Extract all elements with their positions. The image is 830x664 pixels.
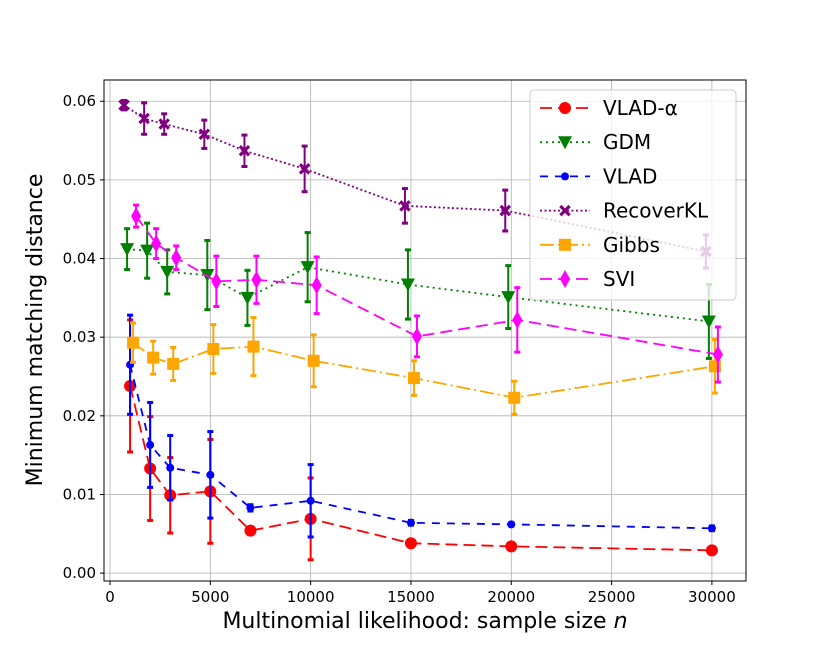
y-axis-label: Minimum matching distance: [23, 174, 48, 487]
data-point: [306, 496, 315, 505]
legend-label: Gibbs: [603, 233, 660, 257]
legend-swatch-marker: [559, 102, 571, 114]
series-svi: [131, 203, 723, 384]
legend-entry: SVI: [540, 267, 635, 291]
legend-swatch-marker: [559, 204, 571, 217]
data-point: [508, 391, 521, 404]
data-point: [247, 340, 260, 353]
data-point: [507, 520, 516, 529]
y-tick-label: 0.04: [63, 250, 96, 268]
x-tick-label: 25000: [588, 588, 636, 606]
x-tick-label: 15000: [387, 588, 435, 606]
legend-label: GDM: [603, 130, 651, 154]
y-tick-label: 0.05: [63, 171, 96, 189]
data-point: [198, 128, 211, 141]
data-point: [151, 234, 162, 253]
data-point: [206, 470, 215, 479]
data-point: [131, 207, 142, 226]
data-point: [244, 524, 257, 537]
data-point: [240, 291, 255, 305]
data-point: [300, 261, 315, 275]
x-tick-label: 30000: [688, 588, 736, 606]
legend-label: VLAD-α: [603, 96, 678, 120]
data-point: [158, 118, 170, 130]
y-tick-label: 0.02: [63, 407, 96, 425]
data-point: [146, 440, 155, 449]
legend: VLAD-α GDM VLAD RecoverKL Gibbs SVI: [529, 89, 737, 301]
data-point: [701, 315, 716, 329]
data-point: [207, 342, 220, 355]
data-point: [505, 540, 518, 553]
data-point: [238, 145, 251, 157]
data-point: [407, 372, 420, 385]
data-point: [171, 248, 182, 267]
data-point: [512, 310, 523, 329]
y-tick-label: 0.06: [63, 92, 96, 110]
legend-entry: Gibbs: [540, 233, 660, 257]
legend-entry: GDM: [540, 130, 651, 154]
data-point: [307, 354, 320, 367]
legend-entry: VLAD-α: [540, 96, 678, 120]
data-point: [167, 357, 180, 370]
series-gibbs: [127, 316, 721, 416]
data-point: [411, 327, 422, 346]
series-line: [129, 385, 712, 552]
y-tick-label: 0.01: [63, 485, 96, 503]
data-point: [400, 278, 415, 292]
data-point: [118, 99, 130, 111]
data-point: [298, 163, 311, 175]
axes: 0 5000 10000 15000 20000 25000 30000 0.00 0.01 0.…: [63, 92, 736, 606]
legend-swatch-marker: [559, 238, 571, 251]
x-axis-label-text: Multinomial likelihood: sample size: [222, 609, 613, 634]
x-tick-label: 5000: [191, 588, 229, 606]
data-point: [127, 336, 140, 349]
series-line: [123, 104, 707, 253]
legend-entry: VLAD: [540, 164, 657, 188]
series-line: [129, 364, 712, 530]
data-point: [138, 112, 150, 125]
x-axis-label: Multinomial likelihood: sample size n: [222, 609, 627, 634]
data-point: [311, 276, 322, 295]
legend-swatch-marker: [558, 136, 572, 150]
data-point: [404, 537, 417, 550]
data-point: [499, 204, 512, 217]
legend-label: SVI: [603, 267, 635, 291]
data-point: [705, 544, 718, 557]
data-point: [712, 345, 723, 364]
plot-area-frame: [103, 79, 747, 582]
data-point: [147, 351, 160, 364]
legend-swatch-marker: [560, 270, 570, 288]
data-point: [406, 518, 415, 527]
data-point: [120, 243, 135, 257]
x-tick-label: 10000: [287, 588, 335, 606]
series-vlad: [126, 313, 716, 539]
x-tick-label: 0: [105, 588, 115, 606]
data-point: [251, 270, 262, 289]
legend-box: [529, 89, 737, 301]
y-tick-label: 0.03: [63, 328, 96, 346]
legend-entry: RecoverKL: [540, 199, 709, 223]
data-point: [246, 503, 255, 512]
series-line: [127, 248, 709, 323]
legend-swatch-marker: [561, 172, 569, 181]
legend-label: VLAD: [603, 164, 657, 188]
data-point: [160, 265, 175, 279]
data-point: [501, 291, 516, 305]
series-layer: [118, 98, 723, 562]
data-point: [140, 244, 155, 258]
legend-label: RecoverKL: [603, 199, 709, 223]
data-point: [708, 360, 721, 373]
data-point: [166, 463, 175, 472]
y-tick-label: 0.00: [63, 564, 96, 582]
x-tick-label: 20000: [487, 588, 535, 606]
data-point: [707, 524, 716, 533]
x-axis-label-variable: n: [614, 609, 628, 634]
data-point: [211, 272, 222, 291]
data-point: [399, 200, 411, 212]
